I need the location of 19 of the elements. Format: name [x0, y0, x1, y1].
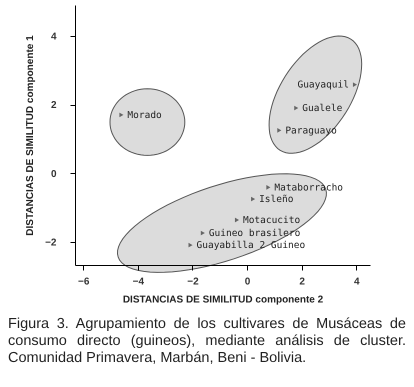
x-axis-title: DISTANCIAS DE SIMILITUD componente 2: [122, 294, 324, 306]
x-tick-label: 0: [244, 276, 251, 288]
series-label: Gualele: [302, 103, 343, 114]
y-axis-title: DISTANCIAS DE SIMILITUD componente 1: [25, 34, 36, 236]
x-tick-label: −4: [132, 276, 144, 288]
x-tick-label: −2: [187, 276, 200, 288]
x-tick-label: −6: [78, 276, 90, 288]
y-tick-label: −2: [45, 237, 57, 248]
x-tick-label: 4: [354, 276, 360, 288]
y-tick-label: 4: [50, 31, 57, 42]
x-tick-label: 2: [299, 276, 306, 288]
y-tick-label: 2: [50, 100, 57, 112]
text: Figura 3. Agrupamiento de los cultivares de Musáceas de consumo directo (guineos), mediante análisis de cluster. Comunidad Primavera, Marbán, Beni - Bolivia.: [8, 316, 406, 367]
series-label: Morado: [127, 110, 162, 121]
series-label: Guayabilla 2 Guineo: [196, 240, 306, 252]
series-label: Isleño: [259, 194, 294, 206]
series-label: Guayaquil: [297, 80, 349, 91]
series-label: Motacucito: [242, 215, 300, 226]
y-tick-label: 0: [50, 168, 57, 180]
